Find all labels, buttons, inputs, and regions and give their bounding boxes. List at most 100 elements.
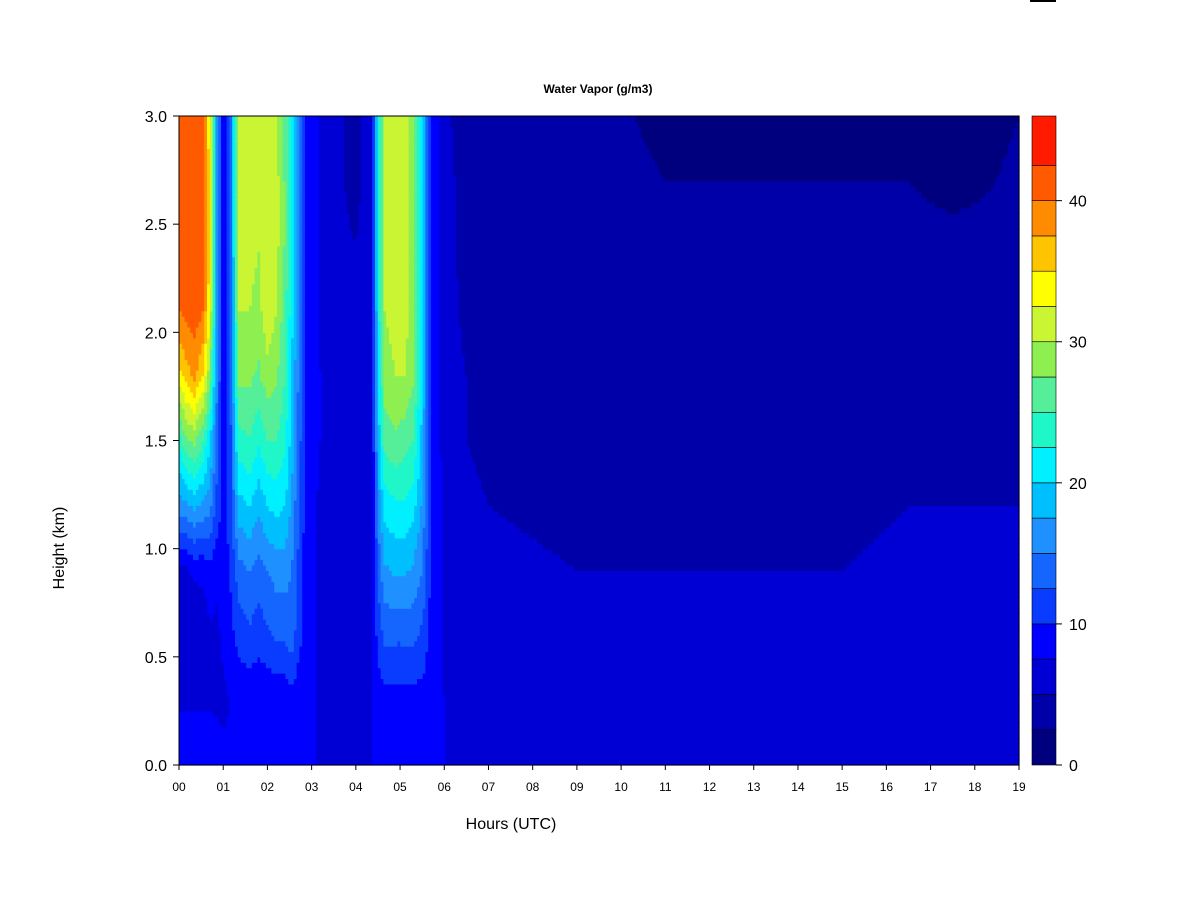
heatmap-cell (179, 527, 214, 534)
heatmap-cell (235, 213, 239, 220)
heatmap-cell (456, 272, 1020, 279)
heatmap-cell (212, 710, 230, 717)
heatmap-cell (215, 148, 219, 155)
heatmap-cell (249, 618, 253, 625)
heatmap-cell (296, 132, 300, 139)
heatmap-cell (179, 721, 222, 728)
heatmap-cell (229, 705, 317, 712)
y-tick-label: 2.0 (145, 325, 167, 342)
heatmap-cell (218, 424, 222, 431)
heatmap-cell (291, 137, 295, 144)
heatmap-cell (299, 527, 306, 534)
heatmap-cell (179, 391, 186, 398)
heatmap-cell (372, 278, 376, 285)
heatmap-cell (288, 180, 292, 187)
heatmap-cell (235, 548, 239, 555)
heatmap-cell (422, 456, 426, 463)
heatmap-cell (237, 386, 267, 393)
heatmap-cell (361, 191, 373, 198)
heatmap-cell (439, 375, 468, 382)
heatmap-cell (375, 202, 379, 209)
heatmap-cell (296, 408, 303, 415)
heatmap-cell (470, 445, 1020, 452)
heatmap-cell (229, 240, 233, 247)
heatmap-cell (431, 424, 440, 431)
heatmap-cell (417, 489, 424, 496)
heatmap-cell (299, 343, 303, 350)
heatmap-cell (277, 429, 286, 436)
heatmap-cell (372, 527, 376, 534)
heatmap-cell (209, 283, 214, 290)
heatmap-cell (305, 305, 320, 312)
heatmap-cell (293, 397, 298, 404)
heatmap-cell (305, 381, 323, 388)
heatmap-cell (195, 375, 202, 382)
heatmap-cell (257, 364, 261, 371)
heatmap-cell (377, 316, 382, 323)
heatmap-cell (389, 564, 412, 571)
colorbar-swatch (1031, 588, 1057, 625)
heatmap-cell (375, 527, 379, 534)
heatmap-cell (394, 370, 407, 377)
heatmap-cell (377, 321, 382, 328)
heatmap-cell (181, 386, 191, 393)
heatmap-cell (414, 116, 418, 123)
heatmap-cell (431, 310, 440, 317)
heatmap-cell (991, 186, 1020, 193)
heatmap-cell (215, 343, 219, 350)
heatmap-cell (422, 343, 426, 350)
heatmap-cell (237, 370, 256, 377)
heatmap-cell (299, 224, 303, 231)
heatmap-cell (277, 305, 284, 312)
heatmap-cell (411, 440, 418, 447)
heatmap-cell (408, 251, 415, 258)
heatmap-cell (299, 656, 317, 663)
heatmap-cell (279, 234, 286, 241)
heatmap-cell (419, 170, 424, 177)
heatmap-cell (425, 597, 429, 604)
heatmap-cell (383, 353, 393, 360)
heatmap-cell (442, 499, 488, 506)
heatmap-cell (296, 456, 300, 463)
heatmap-cell (380, 186, 384, 193)
heatmap-cell (285, 316, 289, 323)
heatmap-cell (380, 548, 384, 555)
heatmap-cell (285, 218, 289, 225)
heatmap-cell (380, 316, 384, 323)
heatmap-cell (207, 186, 211, 193)
heatmap-cell (316, 489, 373, 496)
heatmap-cell (380, 353, 384, 360)
heatmap-cell (179, 445, 186, 452)
heatmap-cell (372, 386, 376, 393)
heatmap-cell (257, 408, 261, 415)
heatmap-cell (377, 245, 382, 252)
heatmap-cell (383, 191, 410, 198)
heatmap-cell (237, 353, 281, 360)
heatmap-cell (193, 424, 197, 431)
heatmap-cell (209, 289, 214, 296)
heatmap-cell (293, 435, 298, 442)
heatmap-cell (428, 429, 432, 436)
heatmap-cell (319, 289, 373, 296)
heatmap-cell (265, 386, 275, 393)
heatmap-cell (422, 359, 426, 366)
heatmap-cell (293, 197, 298, 204)
heatmap-cell (299, 310, 303, 317)
heatmap-cell (358, 207, 373, 214)
heatmap-cell (456, 251, 1020, 258)
heatmap-cell (428, 164, 432, 171)
colorbar-swatch (1031, 517, 1057, 554)
heatmap-cell (179, 370, 183, 377)
heatmap-cell (305, 153, 320, 160)
heatmap-cell (383, 397, 410, 404)
heatmap-cell (226, 364, 230, 371)
heatmap-cell (319, 234, 354, 241)
heatmap-cell (372, 429, 376, 436)
heatmap-cell (459, 310, 1020, 317)
heatmap-cell (425, 510, 429, 517)
heatmap-cell (277, 364, 286, 371)
heatmap-cell (372, 413, 376, 420)
heatmap-cell (291, 510, 295, 517)
heatmap-cell (221, 386, 228, 393)
